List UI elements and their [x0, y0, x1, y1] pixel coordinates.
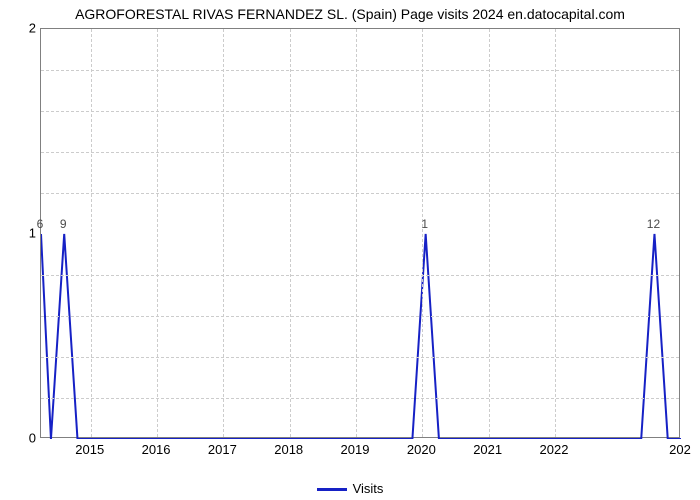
x-tick-label: 202	[669, 442, 691, 457]
x-tick-label: 2018	[274, 442, 303, 457]
plot-area	[40, 28, 680, 438]
grid-vertical	[555, 29, 556, 437]
grid-vertical	[489, 29, 490, 437]
grid-horizontal	[41, 70, 679, 71]
x-tick-label: 2016	[142, 442, 171, 457]
data-point-label: 1	[421, 217, 428, 231]
grid-horizontal	[41, 316, 679, 317]
x-tick-label: 2019	[341, 442, 370, 457]
legend: Visits	[0, 481, 700, 496]
grid-horizontal	[41, 193, 679, 194]
line-series	[41, 29, 681, 439]
visits-line	[41, 234, 681, 439]
grid-horizontal	[41, 111, 679, 112]
grid-horizontal	[41, 275, 679, 276]
data-point-label: 9	[60, 217, 67, 231]
legend-label: Visits	[353, 481, 384, 496]
y-tick-label: 1	[6, 226, 36, 241]
y-tick-label: 2	[6, 21, 36, 36]
x-tick-label: 2021	[473, 442, 502, 457]
grid-vertical	[422, 29, 423, 437]
grid-vertical	[157, 29, 158, 437]
x-tick-label: 2020	[407, 442, 436, 457]
data-point-label: 6	[37, 217, 44, 231]
y-tick-label: 0	[6, 431, 36, 446]
chart-title: AGROFORESTAL RIVAS FERNANDEZ SL. (Spain)…	[0, 6, 700, 22]
chart-container: AGROFORESTAL RIVAS FERNANDEZ SL. (Spain)…	[0, 0, 700, 500]
grid-horizontal	[41, 357, 679, 358]
data-point-label: 12	[647, 217, 660, 231]
grid-vertical	[290, 29, 291, 437]
grid-vertical	[91, 29, 92, 437]
x-tick-label: 2017	[208, 442, 237, 457]
grid-vertical	[223, 29, 224, 437]
legend-swatch	[317, 488, 347, 491]
x-tick-label: 2015	[75, 442, 104, 457]
grid-vertical	[356, 29, 357, 437]
x-tick-label: 2022	[540, 442, 569, 457]
grid-horizontal	[41, 152, 679, 153]
grid-horizontal	[41, 398, 679, 399]
